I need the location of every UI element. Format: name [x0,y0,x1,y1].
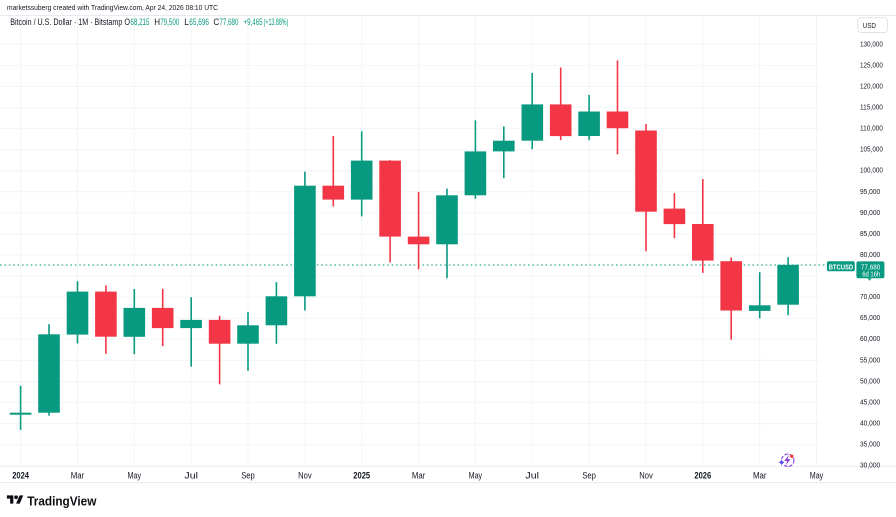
svg-text:65,000: 65,000 [860,313,880,322]
svg-text:79,500: 79,500 [160,17,179,27]
svg-text:2024: 2024 [12,470,29,480]
svg-text:95,000: 95,000 [860,187,880,196]
svg-text:O: O [124,17,130,27]
svg-text:80,000: 80,000 [860,250,880,259]
svg-text:70,000: 70,000 [860,292,880,301]
svg-text:120,000: 120,000 [860,81,883,90]
svg-text:Nov: Nov [639,470,653,480]
svg-text:115,000: 115,000 [860,102,883,111]
svg-text:45,000: 45,000 [860,397,880,406]
svg-text:USD: USD [863,21,877,30]
svg-text:100,000: 100,000 [860,166,883,175]
svg-text:60,000: 60,000 [860,334,880,343]
svg-text:55,000: 55,000 [860,355,880,364]
svg-text:C: C [213,17,219,27]
svg-text:40,000: 40,000 [860,419,880,428]
svg-text:L: L [184,17,189,27]
svg-text:125,000: 125,000 [860,60,883,69]
svg-text:H: H [154,17,160,27]
svg-text:Jul: Jul [184,470,198,480]
svg-text:+9,465: +9,465 [244,17,263,27]
svg-text:50,000: 50,000 [860,376,880,385]
svg-text:65,696: 65,696 [189,17,209,27]
svg-text:2025: 2025 [353,470,370,480]
svg-text:Jul: Jul [525,470,539,480]
svg-text:(+13.88%): (+13.88%) [264,17,289,27]
svg-text:68,215: 68,215 [130,17,149,27]
svg-text:Nov: Nov [298,470,312,480]
svg-text:BTCUSD: BTCUSD [829,262,854,271]
svg-text:May: May [128,470,142,480]
svg-text:Sep: Sep [241,470,255,480]
svg-text:110,000: 110,000 [860,124,883,133]
svg-text:90,000: 90,000 [860,208,880,217]
svg-text:30,000: 30,000 [860,461,880,470]
svg-text:6d 16h: 6d 16h [862,272,880,279]
svg-text:Sep: Sep [582,470,596,480]
svg-text:105,000: 105,000 [860,145,883,154]
svg-text:marketssuberg created with Tra: marketssuberg created with TradingView.c… [7,3,219,12]
svg-text:130,000: 130,000 [860,39,883,48]
svg-text:2026: 2026 [694,470,711,480]
svg-text:Mar: Mar [71,470,85,480]
svg-text:Mar: Mar [753,470,767,480]
svg-text:May: May [469,470,483,480]
svg-text:35,000: 35,000 [860,440,880,449]
svg-text:85,000: 85,000 [860,229,880,238]
svg-text:Bitcoin / U.S. Dollar · 1M · B: Bitcoin / U.S. Dollar · 1M · Bitstamp [10,17,122,27]
svg-text:TradingView: TradingView [27,494,97,509]
svg-text:77,680: 77,680 [861,262,880,271]
svg-text:Mar: Mar [412,470,426,480]
svg-text:May: May [810,470,824,480]
svg-text:77,680: 77,680 [219,17,238,27]
